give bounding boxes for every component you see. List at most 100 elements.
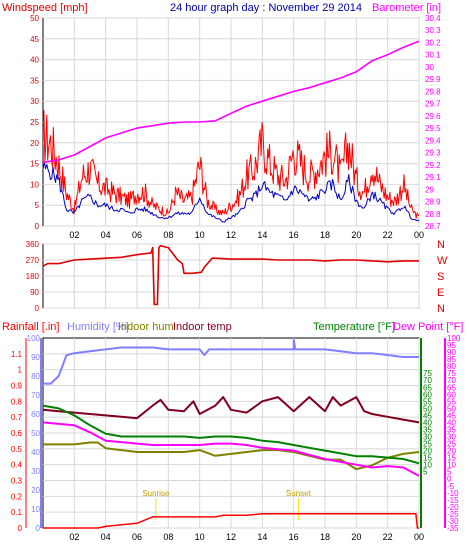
dewpoint-y-tick: 70 <box>447 376 456 385</box>
rain-y-tick: 0.2 <box>11 492 23 501</box>
direction-y-tick: 360 <box>26 240 40 249</box>
dewpoint-y-tick: 55 <box>447 397 456 406</box>
humidity-y-tick: 20 <box>31 486 40 495</box>
dewpoint-y-tick: 85 <box>447 355 456 364</box>
rain-y-tick: 0.5 <box>11 445 23 454</box>
wind-y-axis-ticks: 0 5 10 15 20 25 30 35 40 45 50 <box>30 14 39 231</box>
x-tick-label: 22 <box>383 230 393 240</box>
baro-y-tick: 29.2 <box>425 161 441 170</box>
x-tick-label: 10 <box>195 230 205 240</box>
dewpoint-y-tick: 0 <box>447 475 452 484</box>
temperature-y-tick: 25 <box>423 440 432 449</box>
temperature-y-tick: 60 <box>423 390 432 399</box>
humidity-y-tick: 80 <box>31 372 40 381</box>
dewpoint-y-tick: 10 <box>447 461 456 470</box>
x-tick-label: 16 <box>289 532 299 542</box>
baro-y-tick: 29 <box>425 185 434 194</box>
baro-y-tick: 30.4 <box>425 14 441 23</box>
dewpoint-y-tick: 90 <box>447 348 456 357</box>
dewpoint-y-tick: 95 <box>447 341 456 350</box>
dewpoint-y-tick: 25 <box>447 440 456 449</box>
baro-y-tick: 29.1 <box>425 173 441 182</box>
baro-y-label: Barometer [in] <box>372 2 441 14</box>
x-tick-label: 12 <box>226 532 236 542</box>
dewpoint-y-tick: -20 <box>447 503 459 512</box>
dewpoint-y-axis-ticks: -35-30-25-20-15-10-505101520253035404550… <box>444 334 461 533</box>
temperature-y-tick: 55 <box>423 397 432 406</box>
x-tick-label: 00 <box>414 532 424 542</box>
humidity-y-tick: 0 <box>36 524 41 533</box>
direction-y-axis-ticks: 0 90 180 270 360 <box>26 240 40 313</box>
humidity-y-tick: 70 <box>31 391 40 400</box>
temperature-y-tick: 65 <box>423 383 432 392</box>
gust-series-line <box>42 109 420 219</box>
wind-y-tick: 20 <box>30 139 39 148</box>
temp-x-axis-ticks: 02 04 06 08 10 12 14 16 18 20 22 00 <box>69 532 424 542</box>
indoor_hum-series-line <box>43 441 420 471</box>
x-tick-label: 02 <box>69 230 79 240</box>
rain-y-tick: 0.8 <box>11 397 23 406</box>
wind-y-label: Windspeed [mph] <box>2 2 88 14</box>
avg-wind-series-line <box>42 161 420 223</box>
humidity-y-tick: 90 <box>31 353 40 362</box>
temperature-y-tick: 30 <box>423 433 432 442</box>
baro-y-tick: 29.4 <box>425 136 441 145</box>
baro-y-tick: 28.7 <box>425 222 441 231</box>
baro-y-axis-ticks: 28.7 28.8 28.9 29 29.1 29.2 29.3 29.4 29.5 29.6 29… <box>425 14 441 231</box>
temperature-y-tick: 15 <box>423 454 432 463</box>
baro-y-tick: 30.3 <box>425 26 441 35</box>
baro-y-tick: 29.7 <box>425 100 441 109</box>
baro-y-tick: 29.9 <box>425 75 441 84</box>
temperature-y-tick: 20 <box>423 447 432 456</box>
direction-y-tick: 270 <box>26 256 40 265</box>
dewpoint-y-tick: 60 <box>447 390 456 399</box>
humidity-y-tick: 50 <box>31 429 40 438</box>
rain-y-tick: 0.9 <box>11 382 23 391</box>
dewpoint-y-tick: 65 <box>447 383 456 392</box>
legend-temperature: Temperature [°F] <box>313 321 395 333</box>
humidity-y-tick: 100 <box>27 334 41 343</box>
temp-grid <box>43 338 420 529</box>
temperature-series-line <box>42 404 420 465</box>
legend-dewpoint: Dew Point [°F] <box>393 321 463 333</box>
baro-y-tick: 30.1 <box>425 51 441 60</box>
baro-y-tick: 30.2 <box>425 38 441 47</box>
rain-series-line <box>43 513 419 529</box>
sun-annotation-label: Sunrise <box>142 489 170 498</box>
dewpoint-y-tick: 15 <box>447 454 456 463</box>
baro-y-tick: 29.8 <box>425 87 441 96</box>
dewpoint-y-tick: -10 <box>447 489 459 498</box>
direction-y-tick: 0 <box>35 304 40 313</box>
wind-y-tick: 30 <box>30 97 39 106</box>
dewpoint-y-tick: -5 <box>447 482 455 491</box>
humidity-series-line <box>43 338 419 385</box>
temperature-y-tick: 75 <box>423 369 432 378</box>
dewpoint-y-tick: -25 <box>447 510 459 519</box>
dewpoint-y-tick: 100 <box>447 334 461 343</box>
temperature-y-tick: 70 <box>423 376 432 385</box>
x-tick-label: 00 <box>414 230 424 240</box>
wind-baro-series <box>42 40 420 223</box>
rain-y-tick: 1 <box>18 366 23 375</box>
wind-y-tick: 50 <box>30 14 39 23</box>
wind-y-tick: 0 <box>35 222 40 231</box>
dewpoint-y-tick: 80 <box>447 362 456 371</box>
x-tick-label: 18 <box>320 230 330 240</box>
rain-y-axis-ticks: 0 0.1 0.2 0.3 0.4 0.5 0.6 0.7 0.8 0.9 1 1.1 <box>11 338 27 533</box>
legend-indoor-hum: Indoor hum <box>118 321 174 333</box>
baro-y-tick: 29.3 <box>425 149 441 158</box>
dewpoint-y-tick: 40 <box>447 418 456 427</box>
wind-y-tick: 15 <box>30 160 39 169</box>
x-tick-label: 20 <box>351 532 361 542</box>
dewpoint-y-tick: 5 <box>447 468 452 477</box>
dewpoint-y-tick: 45 <box>447 411 456 420</box>
direction-series-line <box>42 245 419 306</box>
x-tick-label: 20 <box>351 230 361 240</box>
x-tick-label: 04 <box>101 532 111 542</box>
barometer-series-line <box>42 40 420 164</box>
humidity-y-tick: 40 <box>31 448 40 457</box>
compass-letter: N <box>437 239 445 251</box>
